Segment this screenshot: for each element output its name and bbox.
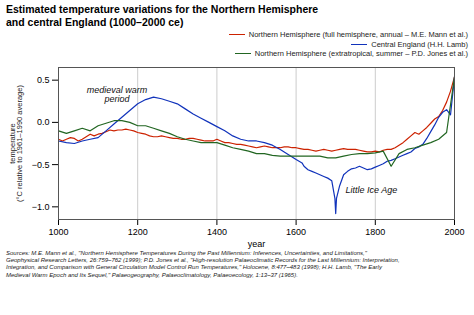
svg-text:temperature(°C relative to 196: temperature(°C relative to 1961–1990 ave… <box>8 84 24 201</box>
svg-text:−1.0: −1.0 <box>32 201 50 211</box>
html-text:Estimated temperature variatio: Estimated temperature variations for the… <box>6 3 319 28</box>
html-text:Northern Hemisphere (full hemi: Northern Hemisphere (full hemisphere, an… <box>248 30 468 40</box>
html-text:Central England (H.H. Lamb): Central England (H.H. Lamb) <box>371 39 468 49</box>
svg-text:0.5: 0.5 <box>37 75 50 85</box>
svg-text:2000: 2000 <box>444 227 464 237</box>
svg-text:medieval warmperiod: medieval warmperiod <box>87 85 148 104</box>
svg-text:1400: 1400 <box>207 227 227 237</box>
svg-text:1600: 1600 <box>286 227 306 237</box>
svg-text:Little Ice Age: Little Ice Age <box>345 185 397 195</box>
html-text:Northern Hemisphere (extratrop: Northern Hemisphere (extratropical, summ… <box>254 49 468 59</box>
html-text:Sources: M.E. Mann et al., "No: Sources: M.E. Mann et al., "Northern Hem… <box>6 249 400 278</box>
svg-text:year: year <box>248 238 266 248</box>
svg-text:1800: 1800 <box>365 227 385 237</box>
svg-text:1000: 1000 <box>48 227 68 237</box>
svg-text:0.0: 0.0 <box>37 117 50 127</box>
svg-text:−0.5: −0.5 <box>32 159 50 169</box>
svg-text:1200: 1200 <box>128 227 148 237</box>
